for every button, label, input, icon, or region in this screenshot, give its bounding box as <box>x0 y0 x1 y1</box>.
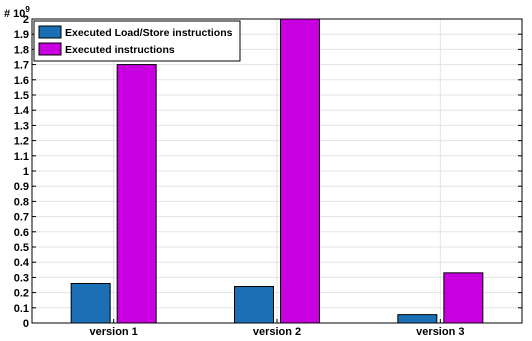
y-tick-label: 0 <box>23 318 29 330</box>
grid-lines <box>32 18 522 324</box>
y-tick-label: 0.9 <box>14 181 29 193</box>
bar-load-store-3 <box>397 314 438 324</box>
y-tick-label: 1.4 <box>14 105 30 117</box>
y-tick-label: 1.9 <box>14 29 29 41</box>
legend-swatch-executed <box>38 42 62 56</box>
legend-label-load-store: Executed Load/Store instructions <box>65 27 233 39</box>
bar-executed-3 <box>443 272 484 324</box>
bar-load-store-1 <box>70 282 111 324</box>
y-tick-label: 0.6 <box>14 227 29 239</box>
bars <box>70 18 484 324</box>
y-tick-label: 0.7 <box>14 212 29 224</box>
legend-swatch-load-store <box>38 25 62 39</box>
bar-load-store-2 <box>234 286 274 324</box>
y-tick-label: 1.8 <box>14 44 29 56</box>
y-tick-label: 1.5 <box>14 90 29 102</box>
plot-frame <box>31 18 523 324</box>
legend: Executed Load/Store instructions Execute… <box>33 20 241 62</box>
y-tick-labels: 0 0.1 0.2 0.3 0.4 0.5 0.6 0.7 0.8 0.9 1 1.1 1.2 1.3 1.… <box>14 14 30 330</box>
x-tick-label: version 3 <box>416 326 464 338</box>
y-tick-label: 0.3 <box>14 272 29 284</box>
x-tick-label: version 2 <box>253 326 301 338</box>
y-tick-label: 0.2 <box>14 288 29 300</box>
x-tick-label: version 1 <box>90 326 138 338</box>
legend-label-executed: Executed instructions <box>65 44 175 56</box>
y-tick-label: 1.1 <box>14 151 29 163</box>
y-scale-label: # 109 <box>4 5 30 20</box>
bar-executed-2 <box>280 18 320 324</box>
axes <box>31 18 523 324</box>
y-tick-label: 0.5 <box>14 242 29 254</box>
bar-executed-1 <box>116 64 157 324</box>
y-tick-label: 1.7 <box>14 60 29 72</box>
y-tick-label: 0.8 <box>14 196 29 208</box>
y-tick-label: 2 <box>23 14 29 26</box>
y-tick-label: 1.2 <box>14 136 29 148</box>
y-tick-label: 1.6 <box>14 75 29 87</box>
y-tick-label: 1 <box>23 166 29 178</box>
legend-box <box>33 20 241 62</box>
y-tick-label: 0.1 <box>14 303 29 315</box>
y-scale-exponent: 9 <box>25 5 30 14</box>
y-tick-label: 1.3 <box>14 120 29 132</box>
y-tick-label: 0.4 <box>14 257 30 269</box>
x-tick-labels: version 1 version 2 version 3 <box>90 326 465 338</box>
